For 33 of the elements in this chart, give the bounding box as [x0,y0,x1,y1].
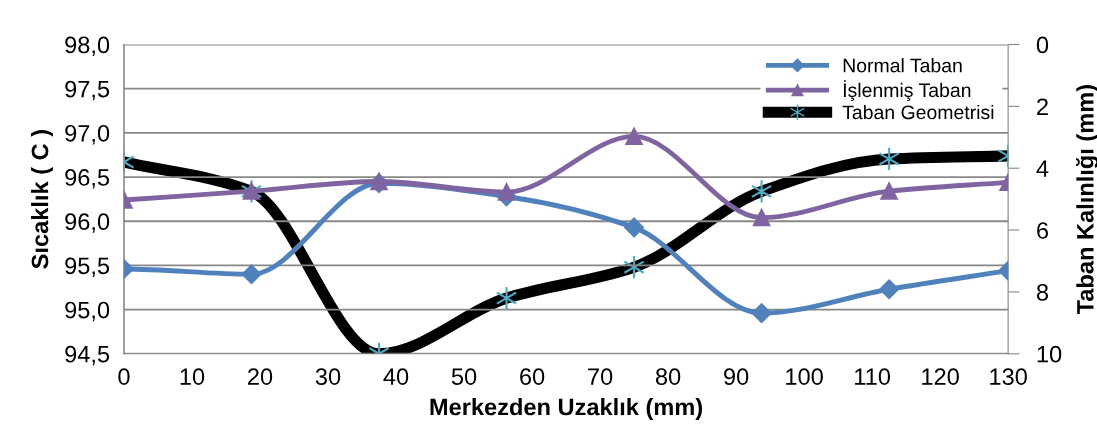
y-tick-label: 94,5 [65,345,110,366]
x-axis-title: Merkezden Uzaklık (mm) [430,398,702,421]
y2-tick-label: 6 [1037,222,1049,239]
x-tick-label: 130 [990,368,1027,386]
x-tick-label: 60 [520,368,545,386]
y-tick-label: 95,0 [65,301,110,322]
x-tick-label: 70 [588,368,613,386]
y-tick-label: 97,0 [65,124,110,145]
y2-tick-label: 2 [1037,98,1048,115]
y-tick-label: 96,5 [65,169,110,189]
x-tick-label: 120 [922,368,959,386]
x-tick-label: 80 [655,368,681,386]
legend-label: İşlenmiş Taban [843,80,971,102]
x-tick-label: 90 [724,368,749,386]
x-tick-label: 40 [383,368,409,386]
x-tick-label: 30 [315,368,341,386]
y2-tick-label: 4 [1036,160,1049,177]
x-tick-label: 10 [180,368,205,386]
legend-label: Normal Taban [843,58,962,73]
y-tick-label: 96,0 [65,213,110,233]
y-tick-label: 95,5 [65,257,110,277]
y-tick-label: 97,5 [65,80,110,101]
y-axis-title: Sıcaklık ( C ) [31,130,54,269]
x-tick-label: 20 [248,368,273,386]
x-tick-label: 100 [786,368,823,386]
x-tick-label: 0 [118,368,130,386]
y2-tick-label: 0 [1036,36,1049,54]
x-tick-label: 110 [855,368,891,386]
y2-tick-label: 10 [1037,345,1062,363]
x-tick-label: 50 [451,368,477,386]
y2-tick-label: 8 [1036,283,1049,301]
y-tick-label: 98,0 [65,36,110,57]
legend-label: Taban Geometrisi [842,104,994,120]
